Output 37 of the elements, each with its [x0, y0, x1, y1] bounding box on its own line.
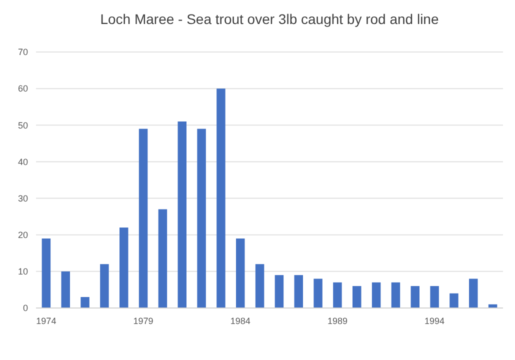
bar: [333, 282, 342, 308]
x-tick-label: 1979: [133, 316, 154, 326]
x-tick-label: 1984: [230, 316, 250, 326]
y-tick-label: 0: [22, 303, 28, 314]
x-tick-label: 1989: [327, 316, 348, 326]
y-tick-label: 10: [18, 266, 28, 277]
y-tick-label: 30: [18, 193, 28, 204]
y-tick-label: 20: [18, 230, 28, 240]
bar: [119, 228, 128, 308]
bar: [294, 275, 303, 308]
bar: [430, 286, 439, 308]
bar: [61, 271, 70, 308]
bar: [42, 238, 51, 308]
bar: [158, 209, 168, 308]
bar: [469, 278, 478, 308]
bar: [178, 121, 186, 308]
y-tick-label: 70: [18, 47, 28, 58]
bar: [197, 128, 206, 308]
bar: [216, 88, 226, 308]
bar: [80, 297, 90, 308]
bar: [138, 128, 148, 308]
bar: [255, 264, 264, 308]
y-tick-label: 50: [18, 120, 28, 130]
bar: [450, 293, 458, 308]
y-tick-label: 60: [18, 84, 28, 94]
y-tick-label: 40: [18, 156, 28, 167]
bar: [372, 282, 381, 308]
x-tick-label: 1994: [424, 316, 445, 326]
bar: [100, 264, 109, 308]
bar: [410, 286, 420, 308]
bar: [391, 282, 400, 308]
bar: [352, 286, 362, 308]
bar: [314, 278, 322, 308]
chart-title: Loch Maree - Sea trout over 3lb caught by rod and line: [100, 11, 439, 27]
bar: [236, 238, 245, 308]
bar: [274, 275, 284, 308]
x-tick-label: 1974: [36, 316, 56, 326]
